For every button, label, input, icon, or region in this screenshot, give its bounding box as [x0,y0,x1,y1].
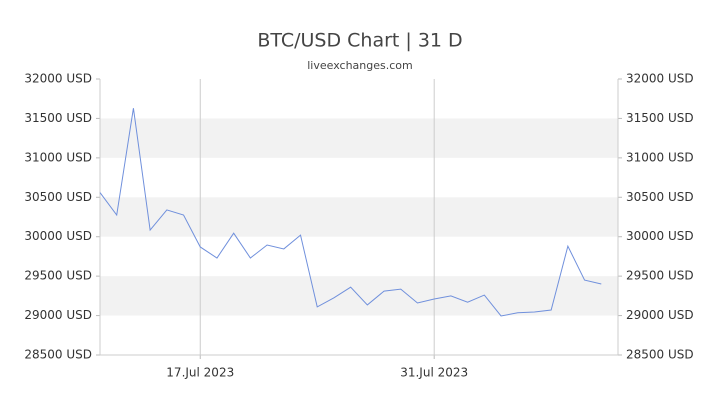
chart-subtitle: liveexchanges.com [307,59,412,72]
y-tick-label: 31500 USD [24,111,92,125]
y-tick-label: 30500 USD [24,190,92,204]
y-tick-label-right: 29500 USD [626,269,694,283]
chart-title: BTC/USD Chart | 31 D [257,30,462,52]
y-tick-label: 28500 USD [24,348,92,362]
y-tick-label-right: 32000 USD [626,72,694,86]
price-line [99,108,602,317]
y-tick-label: 29500 USD [24,269,92,283]
y-tick-label-right: 30500 USD [626,190,694,204]
y-tick-label: 31000 USD [24,150,92,164]
y-tick-label-right: 29000 USD [626,308,694,322]
y-tick-label-right: 31000 USD [626,150,694,164]
x-tick-label: 31.Jul 2023 [400,366,468,380]
y-tick-label: 32000 USD [24,72,92,86]
y-tick-label: 29000 USD [24,308,92,322]
x-tick-label: 17.Jul 2023 [166,366,234,380]
y-tick-label: 30000 USD [24,229,92,243]
y-tick-label-right: 28500 USD [626,348,694,362]
grid-band [100,197,618,237]
y-tick-label-right: 30000 USD [626,229,694,243]
y-tick-label-right: 31500 USD [626,111,694,125]
grid-band [100,118,618,158]
